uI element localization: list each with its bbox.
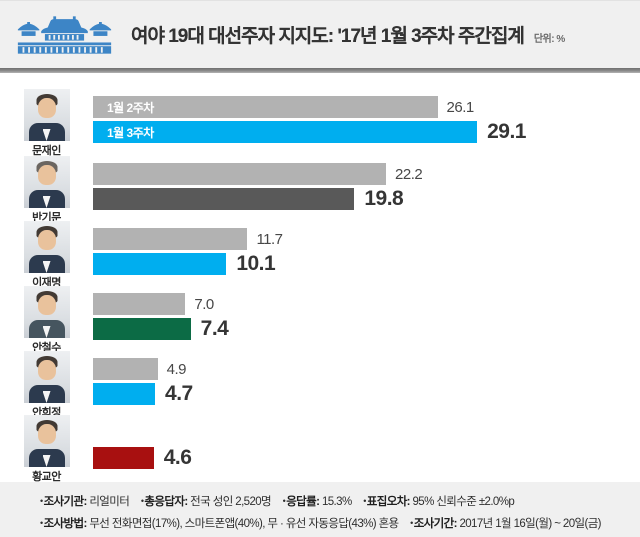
candidate-row: 이재명 11.7 10.1 — [0, 221, 640, 290]
candidate-name: 문재인 — [32, 145, 61, 157]
survey-info-line1: •조사기관: 리얼미터 •총응답자: 전국 성인 2,520명 •응답률: 15… — [40, 496, 515, 508]
bar-week3 — [93, 383, 156, 405]
candidate: 황교안 — [0, 415, 93, 484]
candidate: 이재명 — [0, 221, 93, 290]
value-week3: 4.7 — [165, 382, 193, 405]
candidate: 문재인 — [0, 89, 93, 158]
bar-group: 4.6 — [93, 422, 640, 472]
footer-value: 무선 전화면접(17%), 스마트폰앱(40%), 무 · 유선 자동응답(43… — [86, 518, 399, 530]
candidate-photo — [23, 415, 70, 467]
candidate-name: 황교안 — [32, 471, 61, 483]
legend-week3-label: 1월 3주차 — [107, 125, 154, 140]
value-week2: 22.2 — [395, 165, 423, 183]
candidate: 안희정 — [0, 351, 93, 420]
candidate-row: 문재인 1월 2주차 26.1 1월 3주차 29.1 — [0, 89, 640, 158]
candidate-row: 황교안 4.6 — [0, 415, 640, 484]
unit-label: 단위: % — [533, 34, 565, 45]
candidate-photo — [23, 286, 70, 338]
bar-group: 1월 2주차 26.1 1월 3주차 29.1 — [93, 96, 640, 146]
value-week3: 10.1 — [236, 252, 276, 275]
bar-week2 — [93, 293, 186, 315]
value-week2: 7.0 — [194, 295, 214, 313]
footer-value: 15.3% — [319, 496, 352, 508]
footer-label: 응답률: — [286, 496, 320, 508]
bar-group: 4.9 4.7 — [93, 358, 640, 408]
footer-value: 리얼미터 — [86, 496, 130, 508]
candidate: 반기문 — [0, 156, 93, 225]
bar-week2 — [93, 358, 158, 380]
bar-week3 — [93, 318, 191, 340]
footer-value: 95% 신뢰수준 ±2.0%p — [409, 496, 515, 508]
footer-label: 총응답자: — [144, 496, 188, 508]
blue-house-icon — [17, 15, 112, 54]
footer-label: 조사기간: — [413, 518, 458, 530]
candidate-row: 안철수 7.0 7.4 — [0, 286, 640, 355]
bar-week2 — [93, 228, 248, 250]
candidate-photo — [23, 221, 70, 273]
legend-week2-label: 1월 2주차 — [107, 100, 154, 115]
candidate-photo — [23, 89, 70, 141]
footer-value: 2017년 1월 16일(월) ~ 20일(금) — [456, 518, 601, 530]
candidate-row: 안희정 4.9 4.7 — [0, 351, 640, 420]
candidate-row: 반기문 22.2 19.8 — [0, 156, 640, 225]
footer-label: 표집오차: — [366, 496, 411, 508]
value-week3: 4.6 — [163, 446, 192, 469]
bar-week2: 1월 2주차 — [93, 96, 438, 118]
bar-week3 — [93, 253, 227, 275]
candidate-photo — [23, 351, 70, 403]
footer-label: 조사방법: — [43, 518, 88, 530]
value-week3: 7.4 — [200, 317, 229, 340]
survey-info-footer: •조사기관: 리얼미터 •총응답자: 전국 성인 2,520명 •응답률: 15… — [0, 482, 640, 537]
bar-group: 22.2 19.8 — [93, 163, 640, 213]
value-week3: 19.8 — [364, 187, 404, 210]
candidate: 안철수 — [0, 286, 93, 355]
bar-week3: 1월 3주차 — [93, 121, 478, 143]
value-week3: 29.1 — [487, 120, 526, 143]
value-week2: 26.1 — [446, 98, 475, 116]
bar-group: 7.0 7.4 — [93, 293, 640, 343]
footer-label: 조사기관: — [43, 496, 88, 508]
bar-group: 11.7 10.1 — [93, 228, 640, 278]
footer-value: 전국 성인 2,520명 — [187, 496, 272, 508]
value-week2: 11.7 — [256, 230, 283, 248]
value-week2: 4.9 — [166, 360, 187, 378]
survey-info-line2: •조사방법: 무선 전화면접(17%), 스마트폰앱(40%), 무 · 유선 … — [40, 518, 602, 530]
page-title: 여야 19대 대선주자 지지도: '17년 1월 3주차 주간집계 — [131, 26, 525, 47]
bar-week3 — [93, 188, 355, 210]
bar-week3 — [93, 447, 154, 469]
bar-chart: 문재인 1월 2주차 26.1 1월 3주차 29.1 — [0, 73, 640, 484]
header-divider — [0, 68, 640, 73]
bar-week2 — [93, 163, 387, 185]
header: 여야 19대 대선주자 지지도: '17년 1월 3주차 주간집계 단위: % — [0, 1, 640, 68]
candidate-photo — [23, 156, 70, 208]
